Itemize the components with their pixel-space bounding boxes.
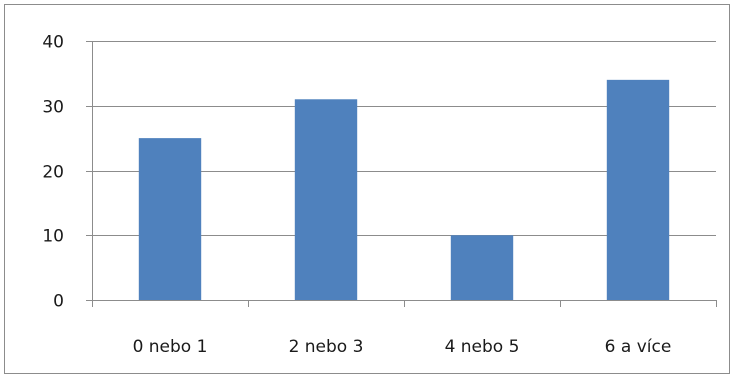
y-tick-label: 10 xyxy=(42,227,64,247)
bar-4 xyxy=(606,79,670,300)
axes xyxy=(86,41,717,307)
bar-3 xyxy=(450,235,514,300)
x-category-label: 2 nebo 3 xyxy=(289,337,364,357)
x-category-label: 6 a více xyxy=(605,337,672,357)
bars xyxy=(138,79,670,301)
axis-labels: 0 10 20 30 40 0 nebo 1 2 nebo 3 4 nebo 5 6 a víc… xyxy=(42,33,671,358)
x-category-label: 0 nebo 1 xyxy=(133,337,208,357)
bar-2 xyxy=(294,99,358,301)
bar-1 xyxy=(138,138,202,300)
x-category-label: 4 nebo 5 xyxy=(445,337,520,357)
y-tick-label: 0 xyxy=(53,292,64,312)
y-tick-label: 20 xyxy=(42,163,64,183)
y-tick-label: 40 xyxy=(42,33,64,53)
y-tick-label: 30 xyxy=(42,98,64,118)
